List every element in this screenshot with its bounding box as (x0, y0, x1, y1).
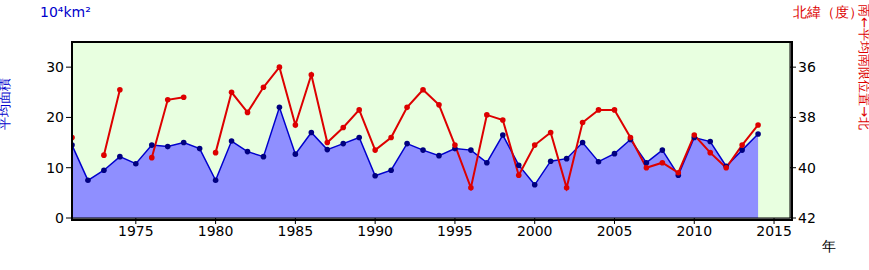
svg-text:1990: 1990 (357, 223, 393, 239)
svg-text:2015: 2015 (756, 223, 792, 239)
svg-text:20: 20 (46, 109, 64, 125)
svg-text:平均面積: 平均面積 (8, 78, 12, 130)
svg-text:40: 40 (798, 160, 816, 176)
svg-text:1975: 1975 (118, 223, 154, 239)
html-text:10⁴km²: 10⁴km² (40, 4, 91, 20)
svg-text:10: 10 (46, 160, 64, 176)
svg-text:2005: 2005 (597, 223, 633, 239)
svg-text:42: 42 (798, 210, 816, 226)
html-text:北緯（度）: 北緯（度） (793, 4, 863, 20)
svg-text:1980: 1980 (198, 223, 234, 239)
svg-text:1985: 1985 (278, 223, 314, 239)
svg-text:2000: 2000 (517, 223, 553, 239)
svg-text:30: 30 (46, 59, 64, 75)
svg-text:38: 38 (798, 109, 816, 125)
svg-text:0: 0 (55, 210, 64, 226)
svg-text:2010: 2010 (676, 223, 712, 239)
svg-text:南←平均南限位置→北: 南←平均南限位置→北 (857, 4, 861, 130)
svg-text:1995: 1995 (437, 223, 473, 239)
svg-text:36: 36 (798, 59, 816, 75)
html-text:年: 年 (822, 238, 836, 254)
